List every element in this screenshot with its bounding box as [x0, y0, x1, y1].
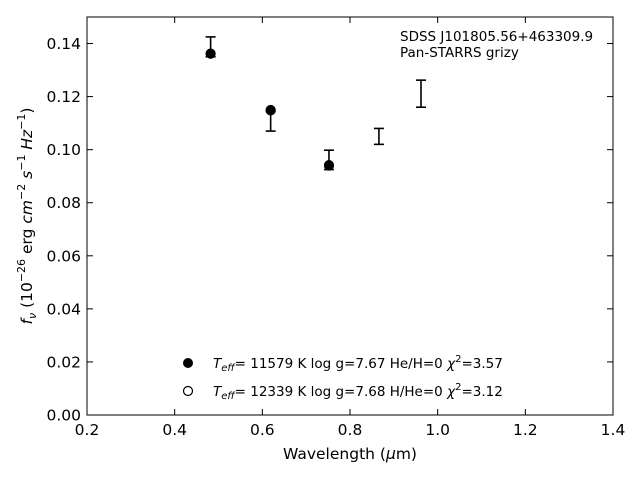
y-axis-label: fν (10−26 erg cm−2 s−1 Hz−1) [15, 108, 39, 325]
x-tick-label: 0.4 [162, 421, 187, 439]
observed-errorbars [205, 36, 427, 171]
x-tick-label: 0.6 [250, 421, 275, 439]
errorbar [373, 127, 384, 146]
y-tick-label: 0.06 [46, 247, 81, 265]
y-tick-label: 0.10 [46, 141, 81, 159]
legend: Teff= 11579 K log g=7.67 He/H=0 χ2=3.57 … [182, 354, 503, 402]
x-tick-label: 0.8 [338, 421, 363, 439]
legend-marker-open [182, 385, 194, 397]
legend-marker-filled [183, 358, 193, 368]
x-axis-ticks: 0.2 0.4 0.6 0.8 1.0 1.2 1.4 [75, 17, 626, 439]
y-axis-ticks: 0.00 0.02 0.04 0.06 0.08 0.10 0.12 0.14 [46, 35, 613, 425]
survey-name: Pan-STARRS grizy [400, 45, 519, 61]
model-point-open [265, 105, 276, 116]
y-tick-label: 0.02 [46, 353, 81, 371]
errorbar [416, 79, 427, 109]
y-tick-label: 0.00 [46, 407, 81, 425]
x-tick-label: 0.2 [75, 421, 100, 439]
x-tick-label: 1.2 [513, 421, 538, 439]
x-axis-label: Wavelength (μm) [283, 445, 417, 463]
object-name: SDSS J101805.56+463309.9 [400, 29, 593, 45]
model-points [205, 48, 335, 171]
y-tick-label: 0.12 [46, 88, 81, 106]
model-point-open [323, 160, 335, 171]
legend-entry-1: Teff= 11579 K log g=7.67 He/H=0 χ2=3.57 [213, 354, 503, 374]
y-tick-label: 0.14 [46, 35, 81, 53]
x-tick-label: 1.0 [425, 421, 450, 439]
x-tick-label: 1.4 [601, 421, 626, 439]
model-point-open [205, 48, 216, 59]
y-tick-label: 0.04 [46, 300, 81, 318]
y-tick-label: 0.08 [46, 194, 81, 212]
legend-entry-2: Teff= 12339 K log g=7.68 H/He=0 χ2=3.12 [213, 382, 503, 402]
